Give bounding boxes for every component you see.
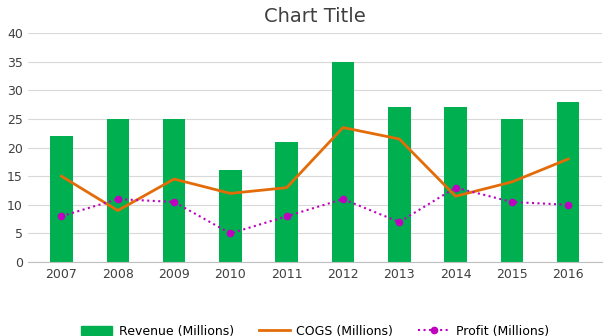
Profit (Millions) [170,200,178,204]
Profit (Millions) [452,185,459,190]
COGS (Millions) [283,185,290,190]
Bar [106,119,129,262]
COGS (Millions) [114,209,122,213]
COGS (Millions) [565,157,572,161]
Line: Profit (Millions): Profit (Millions) [58,184,571,237]
Profit (Millions) [396,220,403,224]
Line: COGS (Millions): COGS (Millions) [62,128,568,211]
COGS (Millions) [227,192,234,196]
Bar [50,136,73,262]
Bar [500,119,523,262]
COGS (Millions) [58,174,65,178]
Bar [557,102,579,262]
Bar [219,170,241,262]
Bar [276,142,298,262]
COGS (Millions) [452,194,459,198]
Bar [388,108,411,262]
Profit (Millions) [114,197,122,201]
Title: Chart Title: Chart Title [264,7,366,26]
Profit (Millions) [283,214,290,218]
COGS (Millions) [339,126,346,130]
Profit (Millions) [339,197,346,201]
Profit (Millions) [58,214,65,218]
Profit (Millions) [565,203,572,207]
Bar [332,62,354,262]
Bar [163,119,185,262]
Profit (Millions) [227,232,234,236]
COGS (Millions) [396,137,403,141]
COGS (Millions) [508,180,516,184]
Profit (Millions) [508,200,516,204]
Bar [444,108,467,262]
COGS (Millions) [170,177,178,181]
Legend: Revenue (Millions), COGS (Millions), Profit (Millions): Revenue (Millions), COGS (Millions), Pro… [76,320,554,336]
